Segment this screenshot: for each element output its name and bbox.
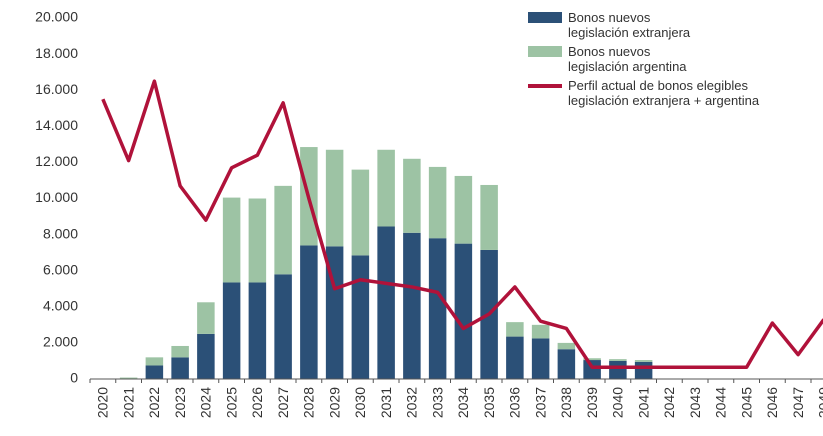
bar xyxy=(222,282,241,379)
bar xyxy=(428,166,447,239)
y-tick-label: 2.000 xyxy=(43,334,78,350)
y-tick-label: 18.000 xyxy=(35,45,78,61)
bar xyxy=(454,175,473,244)
y-tick-label: 0 xyxy=(70,370,78,386)
x-tick-label: 2040 xyxy=(610,387,626,418)
x-tick-label: 2046 xyxy=(764,387,780,418)
legend: Bonos nuevos legislación extranjera Bonos… xyxy=(528,10,759,112)
bar xyxy=(557,342,576,350)
x-tick-label: 2039 xyxy=(584,387,600,418)
bar xyxy=(583,358,601,361)
x-tick-label: 2021 xyxy=(120,387,136,418)
x-tick-label: 2049 xyxy=(816,387,823,418)
x-tick-label: 2033 xyxy=(429,387,445,418)
bar xyxy=(119,377,138,379)
bar xyxy=(248,282,267,379)
x-tick-label: 2042 xyxy=(661,387,677,418)
x-tick-label: 2044 xyxy=(713,387,729,418)
bar xyxy=(609,359,627,361)
x-tick-label: 2034 xyxy=(455,387,471,418)
bar xyxy=(609,360,627,379)
bar xyxy=(557,349,576,379)
legend-swatch xyxy=(528,84,562,88)
bar xyxy=(325,149,344,247)
bar xyxy=(403,158,421,233)
y-tick-label: 6.000 xyxy=(43,261,78,277)
y-tick-label: 16.000 xyxy=(35,81,78,97)
x-tick-label: 2027 xyxy=(275,387,291,418)
bar xyxy=(300,245,318,379)
bar xyxy=(506,336,524,379)
bar xyxy=(274,185,292,275)
x-tick-label: 2036 xyxy=(507,387,523,418)
legend-label: Bonos nuevos legislación extranjera xyxy=(568,10,691,40)
x-tick-label: 2032 xyxy=(404,387,420,418)
y-tick-label: 8.000 xyxy=(43,225,78,241)
line xyxy=(101,79,823,370)
x-tick-label: 2041 xyxy=(635,387,651,418)
legend-label: Bonos nuevos legislación argentina xyxy=(568,44,687,74)
y-tick-label: 4.000 xyxy=(43,298,78,314)
x-tick-label: 2043 xyxy=(687,387,703,418)
y-tick-label: 14.000 xyxy=(35,117,78,133)
legend-label: Perfil actual de bonos elegibles legisla… xyxy=(568,78,760,108)
bar xyxy=(145,357,164,366)
bar xyxy=(506,322,524,337)
x-tick-label: 2020 xyxy=(95,387,111,418)
bar xyxy=(531,338,550,379)
bar xyxy=(171,357,189,379)
bar xyxy=(377,226,395,379)
x-tick-label: 2045 xyxy=(738,387,754,418)
legend-item: Perfil actual de bonos elegibles legisla… xyxy=(528,78,759,108)
legend-swatch xyxy=(528,46,562,57)
x-tick-label: 2037 xyxy=(532,387,548,418)
bar xyxy=(480,184,498,250)
x-tick-label: 2047 xyxy=(790,387,806,418)
bar xyxy=(171,345,189,358)
bar xyxy=(634,360,653,362)
bar xyxy=(428,238,447,379)
y-tick-label: 12.000 xyxy=(35,153,78,169)
bar xyxy=(583,360,601,379)
legend-item: Bonos nuevos legislación argentina xyxy=(528,44,759,74)
x-tick-label: 2035 xyxy=(481,387,497,418)
x-tick-label: 2022 xyxy=(146,387,162,418)
bar xyxy=(197,333,215,379)
bar xyxy=(531,324,550,339)
bar xyxy=(403,232,421,379)
bar xyxy=(377,149,395,227)
y-tick-label: 20.000 xyxy=(35,9,78,25)
bar xyxy=(145,365,164,379)
x-tick-label: 2029 xyxy=(326,387,342,418)
bar xyxy=(274,274,292,379)
bar xyxy=(454,243,473,379)
x-tick-label: 2024 xyxy=(198,387,214,418)
x-tick-label: 2023 xyxy=(172,387,188,418)
bar xyxy=(634,361,653,379)
x-tick-label: 2030 xyxy=(352,387,368,418)
legend-swatch xyxy=(528,12,562,23)
x-tick-label: 2026 xyxy=(249,387,265,418)
bar xyxy=(197,302,215,334)
bar xyxy=(351,255,370,379)
y-tick-label: 10.000 xyxy=(35,189,78,205)
x-tick-label: 2028 xyxy=(301,387,317,418)
x-tick-label: 2031 xyxy=(378,387,394,418)
bar xyxy=(222,197,241,283)
bar xyxy=(351,169,370,256)
bar xyxy=(248,198,267,283)
x-tick-label: 2038 xyxy=(558,387,574,418)
legend-item: Bonos nuevos legislación extranjera xyxy=(528,10,759,40)
x-tick-label: 2025 xyxy=(223,387,239,418)
